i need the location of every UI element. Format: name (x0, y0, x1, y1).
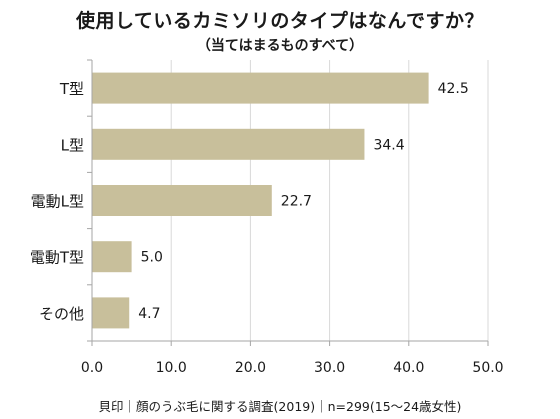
bar (92, 128, 365, 160)
bars (92, 72, 429, 329)
data-label: 34.4 (373, 137, 404, 153)
bar (92, 297, 130, 329)
category-label: L型 (61, 136, 84, 154)
x-tick-label: 0.0 (81, 360, 103, 376)
axes (87, 59, 489, 346)
data-label: 4.7 (138, 306, 160, 322)
category-label: 電動T型 (30, 249, 84, 267)
bar (92, 72, 429, 104)
source-note: 貝印｜顔のうぶ毛に関する調査(2019)｜n=299(15〜24歳女性) (98, 399, 462, 414)
category-label: その他 (39, 305, 84, 323)
x-tick-label: 30.0 (314, 360, 345, 376)
data-label: 22.7 (281, 194, 312, 210)
data-label: 42.5 (438, 81, 469, 97)
x-tick-label: 50.0 (472, 360, 503, 376)
data-label: 5.0 (141, 250, 163, 266)
x-tick-label: 20.0 (235, 360, 266, 376)
x-tick-label: 40.0 (393, 360, 424, 376)
x-tick-label: 10.0 (156, 360, 187, 376)
chart-title: 使用しているカミソリのタイプはなんですか？ (76, 10, 484, 32)
chart-subtitle: （当てはまるものすべて） (196, 38, 364, 54)
bar (92, 185, 272, 216)
category-label: T型 (59, 80, 84, 98)
bar (92, 241, 132, 273)
category-label: 電動L型 (31, 193, 84, 211)
labels: 0.0 10.0 20.0 30.0 40.0 50.0 T型 42.5 L型 34.4 電動L型 2… (30, 80, 504, 376)
